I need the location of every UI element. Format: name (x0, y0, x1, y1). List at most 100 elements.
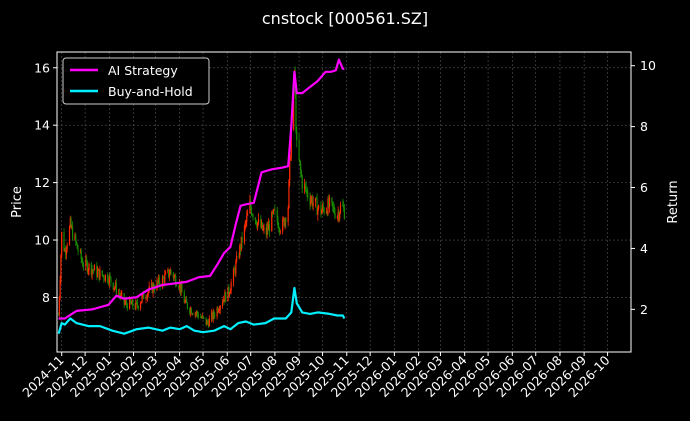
candle-body (268, 223, 270, 231)
candle-body (69, 218, 71, 227)
y-tick-label: 16 (34, 60, 50, 75)
candle-body (221, 302, 224, 307)
candle-body (107, 281, 110, 284)
candle-body (81, 258, 83, 262)
candle-body (196, 311, 198, 314)
candle-body (57, 314, 60, 316)
candle-body (98, 269, 100, 280)
candle-body (337, 212, 339, 217)
candle-body (120, 294, 122, 297)
candle-body (170, 270, 172, 274)
candle-body (326, 211, 328, 215)
candle-body (239, 245, 242, 250)
candle-body (93, 269, 95, 271)
candle-body (65, 249, 67, 255)
candle-body (332, 206, 335, 208)
candle-body (86, 262, 89, 273)
candle-body (289, 157, 292, 160)
candle-body (82, 266, 85, 268)
candle-body (74, 235, 76, 240)
candle-body (118, 293, 121, 296)
candle-body (300, 163, 302, 172)
candle-body (109, 275, 111, 277)
candle-body (271, 212, 274, 214)
candle-body (235, 261, 237, 274)
candle-body (186, 299, 188, 303)
candle-body (126, 304, 128, 309)
candle-body (143, 292, 145, 299)
candle-body (113, 287, 115, 290)
candle-body (64, 250, 67, 255)
candle-body (136, 301, 138, 303)
candle-body (164, 272, 167, 275)
candle-body (307, 191, 309, 198)
candle-body (277, 220, 279, 228)
candle-body (202, 315, 204, 318)
y2-tick-label: 2 (640, 302, 648, 317)
candle-body (134, 306, 136, 309)
candle-body (85, 258, 87, 267)
candle-body (217, 307, 219, 312)
candle-body (223, 299, 225, 302)
candle-body (311, 197, 313, 206)
series-line-buy-and-hold (57, 286, 346, 335)
candle-body (130, 302, 132, 305)
candle-body (211, 312, 214, 320)
candle-body (225, 292, 227, 302)
candle-body (278, 227, 280, 229)
candle-body (110, 276, 112, 283)
candle-body (234, 269, 236, 274)
candle-body (238, 255, 240, 258)
candle-body (189, 308, 191, 313)
candle-body (336, 216, 338, 218)
candle-body (251, 214, 253, 216)
candle-body (136, 302, 139, 306)
candle-body (76, 243, 78, 249)
y-axis-ticks: 8 10 12 14 16 (34, 60, 57, 305)
candle-body (86, 258, 88, 263)
candle-body (104, 279, 106, 281)
candle-body (303, 184, 306, 189)
candle-body (279, 231, 281, 233)
candle-body (212, 311, 214, 320)
candle-body (93, 265, 96, 271)
candle-body (175, 275, 177, 286)
candle-body (263, 227, 265, 229)
candle-body (295, 92, 297, 132)
candle-body (268, 223, 271, 232)
candle-body (317, 208, 319, 215)
y-tick-label: 10 (34, 233, 50, 248)
candle-body (196, 311, 199, 315)
candle-body (312, 202, 314, 206)
candle-body (207, 321, 209, 323)
candle-body (121, 293, 123, 295)
chart-title: cnstock [000561.SZ] (262, 9, 428, 28)
candle-body (261, 222, 263, 230)
candle-body (256, 224, 258, 228)
candle-body (249, 200, 251, 214)
candle-body (118, 293, 120, 294)
candle-body (322, 205, 324, 209)
candle-body (101, 270, 103, 276)
candle-body (141, 295, 143, 302)
legend: AI Strategy Buy-and-Hold (62, 57, 210, 105)
candle-body (207, 322, 210, 327)
candle-body (181, 284, 183, 293)
candle-body (224, 292, 226, 302)
candle-body (310, 199, 312, 204)
candle-body (201, 315, 203, 318)
candle-body (70, 218, 72, 228)
candle-body (290, 129, 292, 158)
candle-body (216, 307, 218, 317)
candle-body (129, 298, 131, 309)
legend-box (62, 57, 210, 105)
candle-body (60, 255, 62, 280)
series-line-ai-strategy (58, 58, 345, 320)
candle-body (289, 159, 291, 181)
candle-body (103, 275, 105, 280)
candle-body (179, 283, 181, 293)
candle-body (72, 226, 74, 240)
candle-body (92, 269, 94, 271)
candle-body (228, 286, 230, 295)
candle-body (71, 226, 73, 228)
